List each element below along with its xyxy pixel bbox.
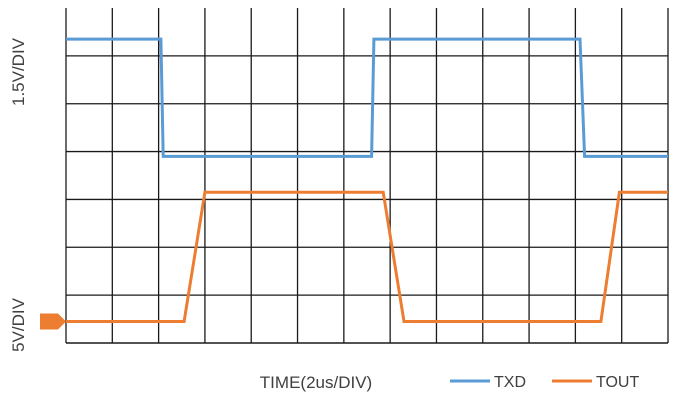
traces (66, 37, 668, 323)
x-axis-label: TIME(2us/DIV) (260, 373, 372, 392)
legend-label-txd: TXD (494, 374, 526, 391)
legend: TXD TOUT (450, 374, 639, 391)
y-axis-label-lower: 5V/DIV (9, 297, 28, 352)
ground-marker-arrow (40, 313, 66, 330)
legend-label-tout: TOUT (596, 374, 639, 391)
trace-txd (66, 37, 668, 158)
trace-tout (66, 190, 668, 323)
grid (65, 8, 669, 344)
ground-marker (40, 313, 66, 330)
y-axis-label-upper: 1.5V/DIV (9, 37, 28, 106)
